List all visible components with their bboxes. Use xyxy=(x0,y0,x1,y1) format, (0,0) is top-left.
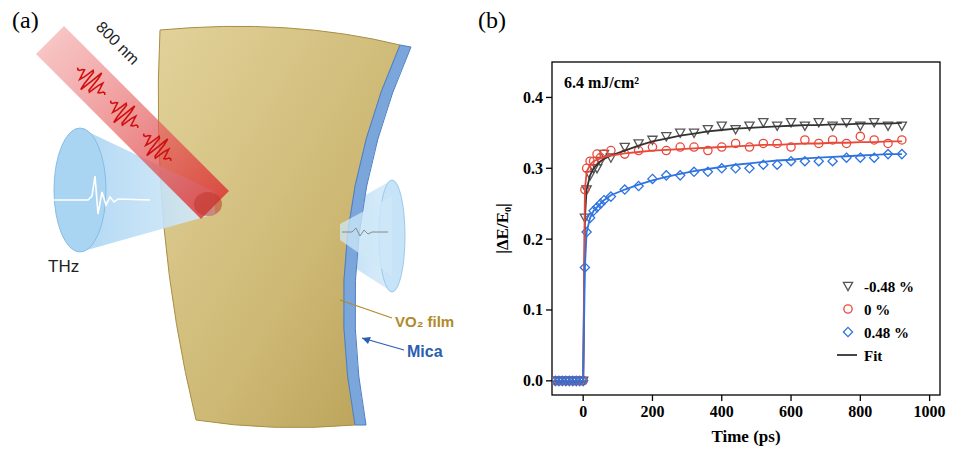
data-point xyxy=(745,164,754,173)
pump-spot xyxy=(194,192,222,216)
y-tick xyxy=(546,168,552,169)
legend-line xyxy=(837,354,857,356)
plot-frame xyxy=(552,62,940,395)
x-tick xyxy=(583,395,584,401)
legend-marker xyxy=(843,282,852,290)
panel-label: (a) xyxy=(12,7,39,33)
x-tick-label: 200 xyxy=(640,403,664,420)
x-axis-title: Time (ps) xyxy=(711,427,780,446)
x-tick xyxy=(929,395,930,401)
data-point xyxy=(745,122,754,130)
y-tick xyxy=(546,380,552,381)
pump-label: 800 nm xyxy=(93,18,143,68)
figure: (a) THz 800 nm VO₂ film Mica (b) 0 200 400 600 800… xyxy=(0,0,959,456)
data-point xyxy=(842,119,851,127)
x-tick xyxy=(652,395,653,401)
pump-pulse-1 xyxy=(111,101,138,128)
x-tick-label: 400 xyxy=(710,403,734,420)
pump-pulse-2 xyxy=(144,134,171,161)
legend-marker xyxy=(843,327,852,336)
film-leader xyxy=(340,300,392,318)
fit-line xyxy=(555,154,901,381)
data-point xyxy=(759,119,768,127)
y-tick xyxy=(546,309,552,310)
y-tick-label: 0.2 xyxy=(523,231,543,248)
legend: -0.48 % 0 % 0.48 % Fit xyxy=(837,279,914,364)
series-0 xyxy=(552,119,906,386)
mica-label: Mica xyxy=(407,343,443,360)
y-tick xyxy=(546,97,552,98)
x-tick-label: 600 xyxy=(779,403,803,420)
y-tick-label: 0.0 xyxy=(523,372,543,389)
mica-leader xyxy=(362,338,404,350)
y-tick-label: 0.3 xyxy=(523,160,543,177)
annotation: 6.4 mJ/cm² xyxy=(564,74,639,91)
data-point xyxy=(690,143,698,151)
y-tick-label: 0.1 xyxy=(523,301,543,318)
y-tick xyxy=(546,238,552,239)
data-point xyxy=(828,122,837,130)
y-axis-title: |ΔE/E₀| xyxy=(493,203,512,254)
data-point xyxy=(759,139,767,147)
data-point xyxy=(856,132,864,140)
marks xyxy=(552,119,906,386)
fit-line xyxy=(555,123,901,381)
panel-b: (b) 0 200 400 600 800 1000 0.0 0.1 0.2 0.3 0.4 Time … xyxy=(478,7,946,446)
thz-input-end xyxy=(54,128,106,252)
mica-arrowhead xyxy=(362,337,371,344)
series-1 xyxy=(552,132,906,385)
data-point xyxy=(898,136,906,144)
x-tick xyxy=(790,395,791,401)
data-point xyxy=(717,164,726,173)
x-tick-label: 0 xyxy=(579,403,587,420)
x-tick-label: 800 xyxy=(848,403,872,420)
x-tick xyxy=(721,395,722,401)
panel-a: (a) THz 800 nm VO₂ film Mica xyxy=(12,7,454,428)
data-point xyxy=(800,122,809,130)
film-label: VO₂ film xyxy=(395,313,454,330)
data-point xyxy=(842,153,851,162)
fit-line xyxy=(555,141,901,380)
panel-label: (b) xyxy=(478,7,506,33)
data-point xyxy=(856,153,865,162)
data-point xyxy=(607,146,615,154)
y-tick-label: 0.4 xyxy=(523,89,543,106)
x-tick-label: 1000 xyxy=(914,403,946,420)
series-2 xyxy=(552,150,906,386)
legend-label: 0 % xyxy=(864,302,890,318)
legend-label: -0.48 % xyxy=(864,279,914,295)
pump-pulse-0 xyxy=(78,68,105,95)
data-point xyxy=(634,146,642,154)
data-point xyxy=(773,139,781,147)
data-point xyxy=(786,157,795,166)
legend-label: 0.48 % xyxy=(864,325,909,341)
vo2-film xyxy=(158,26,400,427)
legend-label: Fit xyxy=(864,348,882,364)
data-point xyxy=(745,143,753,151)
x-tick xyxy=(860,395,861,401)
thz-output-wave xyxy=(342,228,388,236)
legend-marker xyxy=(844,305,852,313)
thz-output-cone-front xyxy=(340,196,392,276)
thz-input-wave xyxy=(52,176,150,214)
probe-label: THz xyxy=(48,257,79,276)
data-point xyxy=(870,119,879,127)
